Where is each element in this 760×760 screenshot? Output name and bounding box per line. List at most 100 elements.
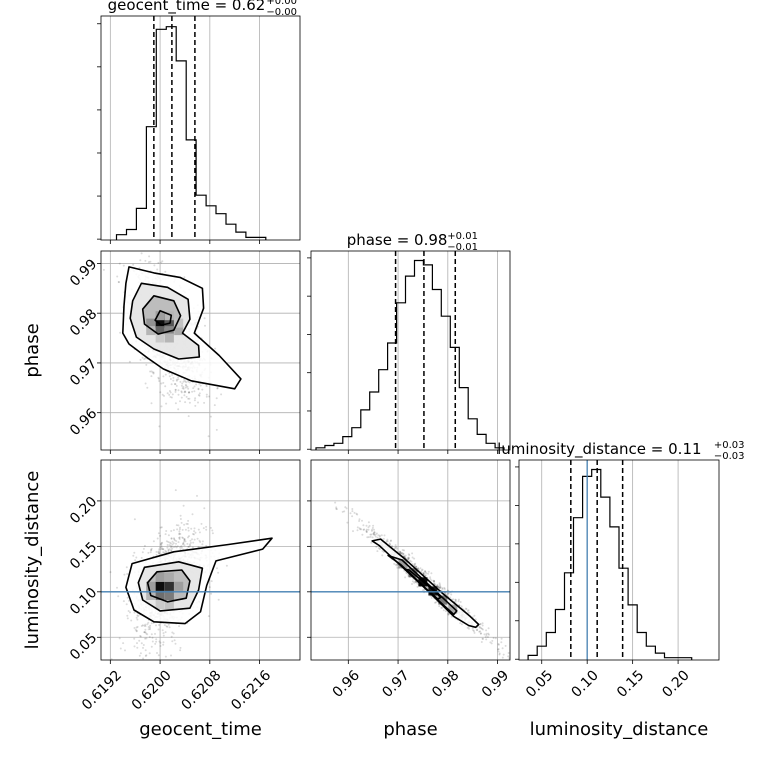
- sample-point: [141, 356, 144, 359]
- sample-point: [500, 637, 503, 640]
- sample-point: [335, 508, 338, 511]
- sample-point: [186, 385, 189, 388]
- sample-point: [129, 611, 131, 614]
- sample-point: [486, 636, 489, 638]
- density-cell: [174, 590, 184, 600]
- sample-point: [162, 634, 165, 637]
- sample-point: [378, 535, 381, 538]
- sample-point: [478, 630, 481, 633]
- sample-point: [188, 391, 191, 394]
- sample-point: [171, 631, 174, 634]
- sample-point: [203, 317, 206, 320]
- sample-point: [343, 510, 346, 513]
- sample-point: [152, 540, 155, 543]
- sample-point: [201, 540, 204, 543]
- sample-point: [411, 580, 414, 583]
- sample-point: [164, 655, 167, 658]
- sample-point: [439, 584, 441, 587]
- sample-point: [117, 281, 120, 283]
- sample-point: [133, 637, 136, 640]
- sample-point: [356, 526, 359, 529]
- sample-point: [158, 640, 161, 643]
- sample-point: [160, 405, 163, 408]
- sample-point: [195, 383, 198, 386]
- sample-point: [481, 637, 484, 640]
- title-upper-error: +0.03: [714, 440, 745, 451]
- sample-point: [427, 572, 430, 575]
- sample-point: [201, 543, 204, 546]
- sample-point: [360, 528, 363, 531]
- sample-point: [150, 622, 153, 625]
- title-text: luminosity_distance = 0.11: [497, 440, 701, 459]
- sample-point: [475, 629, 478, 631]
- density-cell: [164, 581, 174, 591]
- sample-point: [460, 623, 463, 626]
- sample-point: [480, 627, 483, 630]
- sample-point: [403, 555, 406, 558]
- sample-point: [193, 385, 196, 388]
- sample-point: [416, 582, 419, 585]
- sample-point: [124, 649, 126, 652]
- title-luminosity_distance: luminosity_distance = 0.11 +0.03−0.03: [497, 440, 744, 462]
- sample-point: [216, 387, 219, 390]
- sample-point: [472, 629, 475, 632]
- sample-point: [165, 550, 168, 553]
- sample-point: [145, 654, 148, 657]
- sample-point: [399, 551, 402, 553]
- sample-point: [174, 383, 177, 386]
- sample-point: [367, 526, 370, 529]
- sample-point: [341, 510, 344, 513]
- sample-point: [197, 387, 200, 390]
- sample-point: [498, 653, 501, 656]
- sample-point: [404, 576, 407, 579]
- sample-point: [479, 623, 482, 626]
- sample-point: [385, 540, 388, 543]
- sample-point: [147, 261, 150, 264]
- sample-point: [476, 629, 479, 631]
- sample-point: [501, 656, 504, 659]
- sample-point: [215, 397, 218, 400]
- sample-point: [497, 650, 500, 653]
- sample-point: [133, 645, 136, 648]
- sample-point: [170, 550, 173, 552]
- density-cell: [146, 326, 156, 336]
- histogram-luminosity_distance: [527, 468, 693, 660]
- sample-point: [437, 586, 440, 588]
- sample-point: [479, 623, 482, 625]
- sample-point: [365, 531, 368, 533]
- sample-point: [165, 530, 168, 532]
- sample-point: [394, 546, 397, 549]
- sample-point: [181, 536, 184, 539]
- sample-point: [184, 540, 187, 543]
- sample-point: [408, 554, 411, 557]
- sample-point: [145, 632, 148, 635]
- sample-point: [126, 614, 129, 617]
- sample-point: [175, 542, 177, 545]
- sample-point: [422, 572, 425, 575]
- sample-point: [179, 518, 182, 520]
- sample-point: [185, 381, 188, 384]
- sample-point: [183, 544, 186, 547]
- sample-point: [166, 625, 169, 628]
- sample-point: [188, 381, 191, 384]
- sample-point: [411, 552, 414, 555]
- sample-point: [335, 507, 338, 510]
- sample-point: [410, 560, 413, 563]
- sample-point: [411, 583, 413, 585]
- sample-point: [498, 652, 501, 655]
- sample-point: [182, 387, 185, 390]
- panel-frame: [310, 459, 511, 661]
- sample-point: [358, 520, 361, 522]
- sample-point: [367, 521, 370, 524]
- sample-point: [168, 626, 171, 629]
- sample-point: [158, 548, 161, 551]
- sample-point: [126, 596, 129, 599]
- sample-point: [191, 538, 193, 541]
- sample-point: [179, 526, 181, 529]
- sample-point: [177, 389, 180, 392]
- sample-point: [135, 616, 138, 619]
- sample-point: [198, 392, 201, 395]
- sample-point: [390, 539, 392, 542]
- sample-point: [447, 592, 450, 595]
- sample-point: [174, 545, 177, 548]
